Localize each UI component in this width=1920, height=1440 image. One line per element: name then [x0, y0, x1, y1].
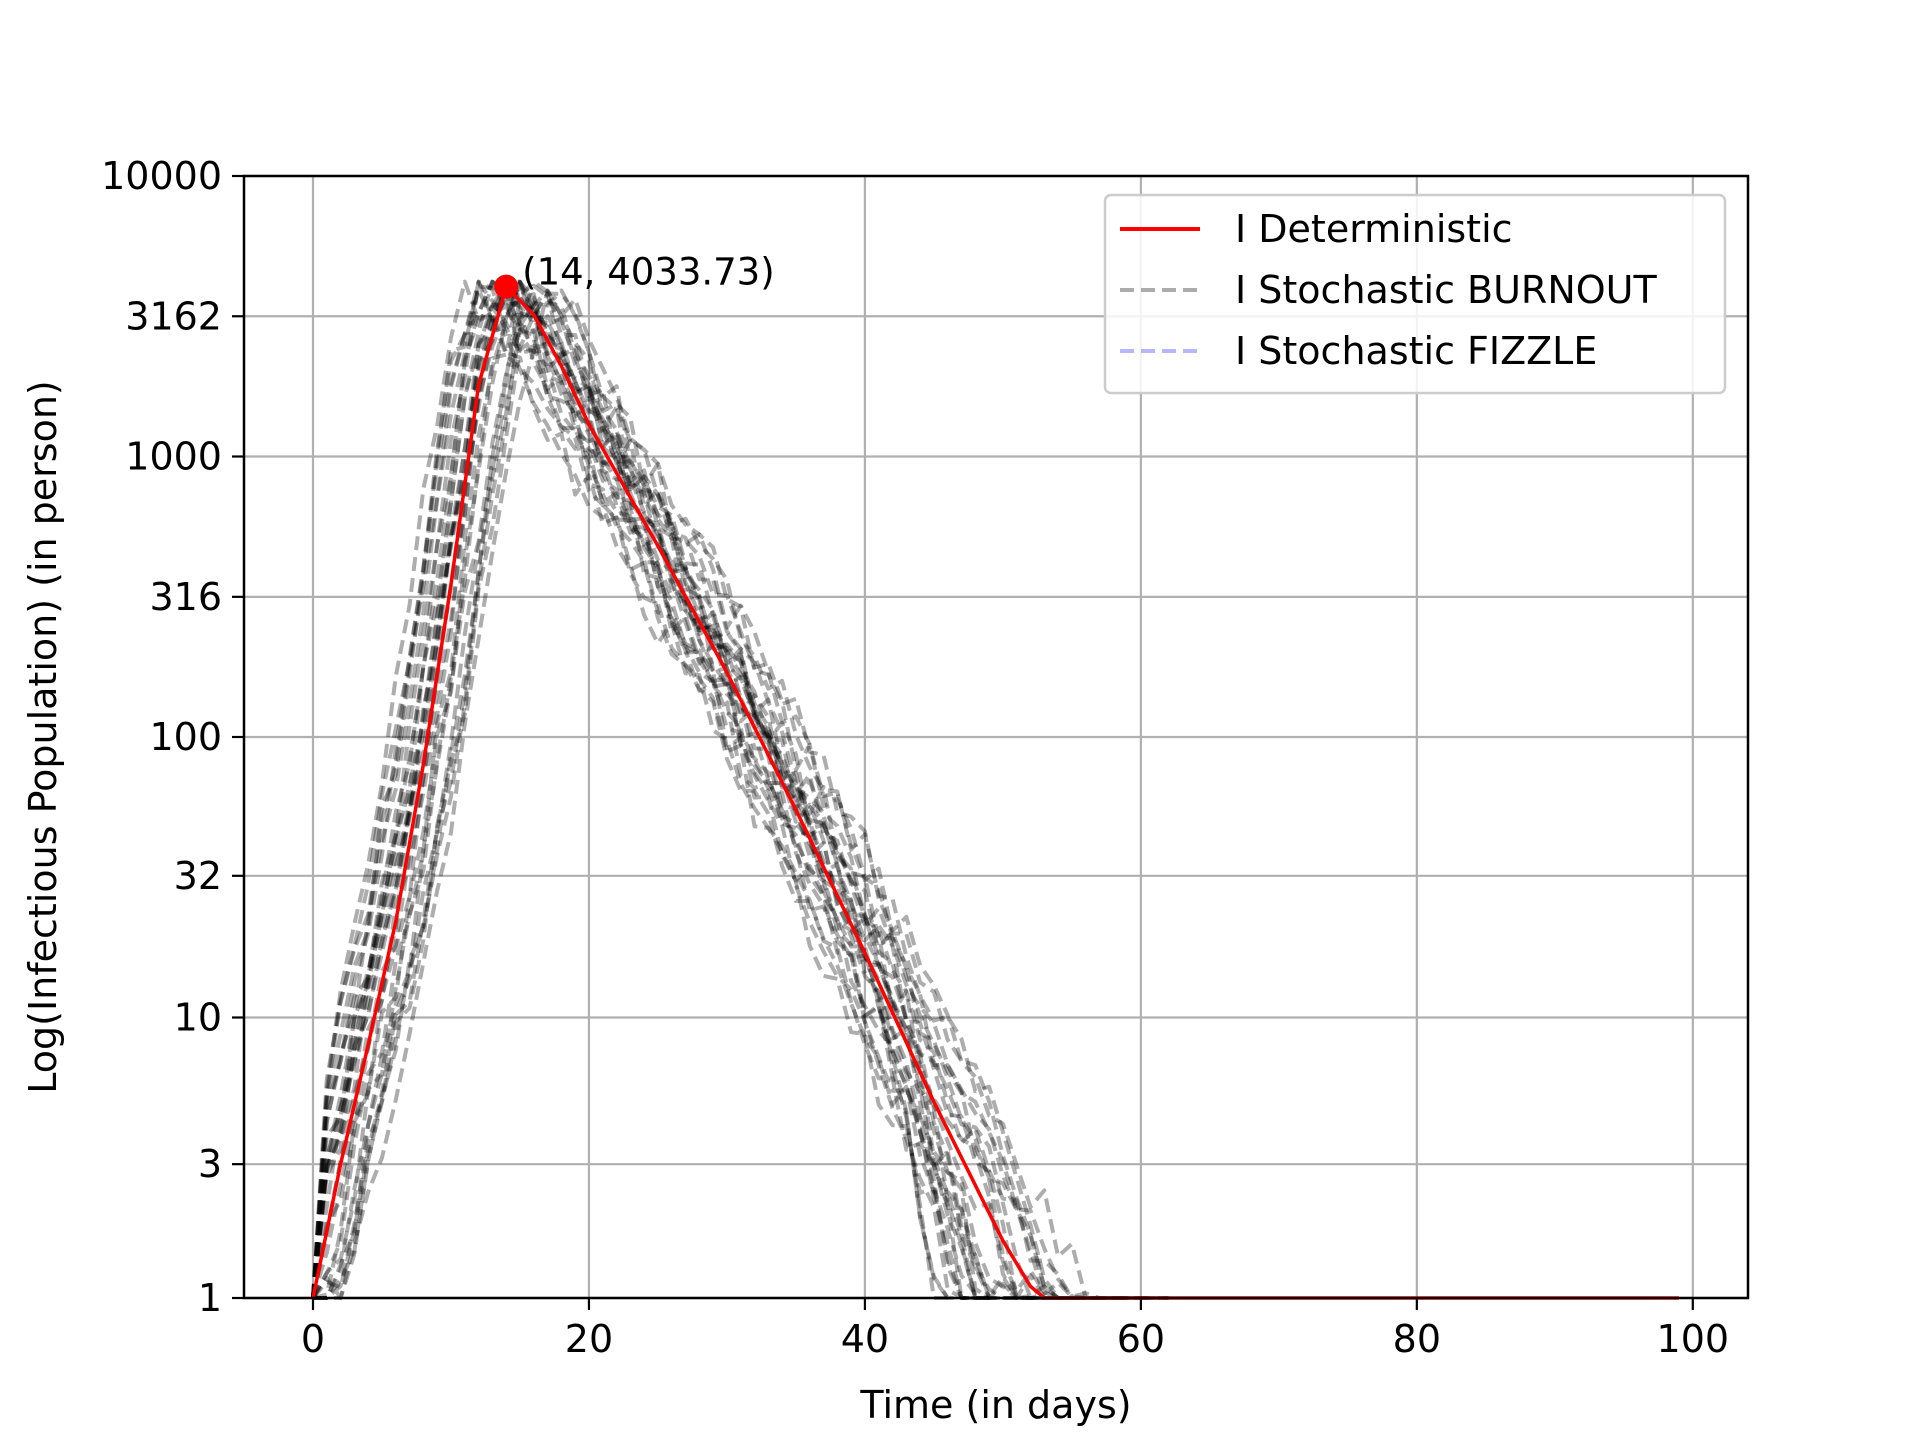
y-tick-label: 100	[149, 715, 222, 759]
stochastic-run-line	[311, 280, 990, 1300]
stochastic-run-line	[311, 287, 1045, 1300]
stochastic-run-line	[311, 300, 948, 1300]
stochastic-run-line	[313, 279, 990, 1300]
legend: I Deterministic I Stochastic BURNOUT I S…	[1103, 193, 1727, 395]
y-tick-label: 10000	[101, 154, 222, 198]
stochastic-run-line	[311, 279, 990, 1300]
y-axis-ticks: 1 3 10 32 100 316 1000 3162 10000	[101, 154, 244, 1320]
y-tick-label: 316	[149, 575, 222, 619]
stochastic-run-line	[311, 279, 1003, 1300]
y-axis-label: Log(Infectious Population) (in person)	[21, 380, 65, 1093]
stochastic-run-line	[311, 279, 950, 1300]
stochastic-run-line	[313, 288, 1155, 1300]
stochastic-run-line	[313, 291, 1169, 1300]
legend-label-burnout: I Stochastic BURNOUT	[1235, 268, 1657, 312]
stochastic-runs	[311, 279, 1169, 1300]
stochastic-run-line	[311, 279, 962, 1300]
legend-box	[1103, 193, 1727, 395]
peak-label: (14, 4033.73)	[522, 251, 774, 294]
stochastic-run-line	[311, 279, 990, 1300]
stochastic-run-line	[311, 285, 1128, 1300]
stochastic-run-line	[311, 279, 1017, 1300]
y-tick-label: 1000	[125, 435, 222, 479]
x-axis-label: Time (in days)	[859, 1383, 1131, 1427]
stochastic-run-line	[311, 279, 1141, 1300]
y-tick-label: 3	[198, 1142, 222, 1186]
x-tick-label: 80	[1393, 1317, 1441, 1361]
peak-annotation: (14, 4033.73)	[494, 251, 775, 299]
stochastic-run-line	[311, 288, 1086, 1300]
y-tick-label: 3162	[125, 294, 222, 338]
x-tick-label: 0	[301, 1317, 325, 1361]
stochastic-run-line	[311, 300, 1100, 1300]
x-tick-label: 60	[1117, 1317, 1165, 1361]
y-tick-label: 32	[174, 854, 222, 898]
y-tick-label: 1	[198, 1276, 222, 1320]
peak-marker	[494, 274, 519, 299]
stochastic-run-line	[311, 279, 1128, 1300]
x-axis-ticks: 0 20 40 60 80 100	[301, 1298, 1729, 1361]
x-tick-label: 100	[1657, 1317, 1730, 1361]
stochastic-run-line	[311, 292, 1169, 1300]
stochastic-run-line	[311, 284, 1100, 1300]
x-tick-label: 20	[565, 1317, 613, 1361]
legend-label-deterministic: I Deterministic	[1235, 207, 1513, 251]
stochastic-run-line	[312, 279, 1100, 1300]
x-tick-label: 40	[841, 1317, 889, 1361]
stochastic-run-line	[311, 279, 990, 1300]
stochastic-run-line	[313, 288, 1059, 1300]
legend-label-fizzle: I Stochastic FIZZLE	[1235, 329, 1597, 373]
y-tick-label: 10	[174, 996, 222, 1040]
stochastic-run-line	[313, 283, 1072, 1300]
stochastic-run-line	[311, 279, 1128, 1300]
stochastic-run-line	[311, 279, 976, 1300]
